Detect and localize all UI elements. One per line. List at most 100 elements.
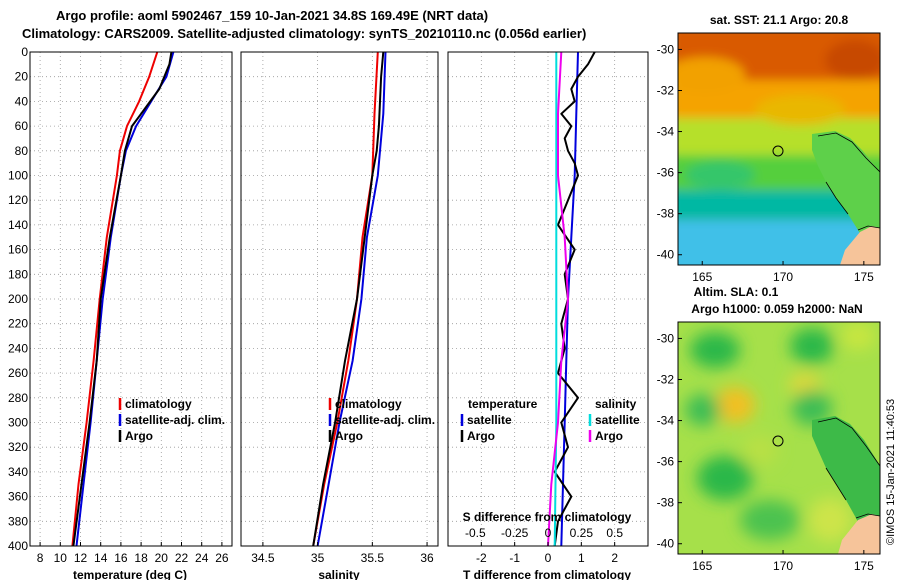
series-climatology-line: [71, 52, 159, 546]
temperature-legend: climatology satellite-adj. clim. Argo: [118, 397, 225, 443]
y-tick-label: 140: [8, 218, 28, 232]
y-tick-label: 80: [15, 144, 29, 158]
s-diff-tick-label: -0.25: [501, 526, 529, 540]
t-diff-xlabel: T difference from climatology: [463, 568, 631, 580]
legend-s-argo-label: Argo: [595, 429, 623, 443]
y-tick-label: 380: [8, 514, 28, 528]
map-x-tick-label: 165: [692, 270, 712, 284]
map-y-tick-label: -40: [657, 248, 675, 262]
y-tick-label: 360: [8, 490, 28, 504]
title-line1: Argo profile: aoml 5902467_159 10-Jan-20…: [56, 8, 488, 23]
map-y-tick-label: -30: [657, 42, 675, 56]
sla-map: Altim. SLA: 0.1 Argo h1000: 0.059 h2000:…: [657, 285, 881, 573]
x-tick-label: 35.5: [361, 551, 385, 565]
sst-field: [678, 33, 880, 265]
sst-float-marker: [772, 145, 784, 157]
x-tick-label: 16: [114, 551, 128, 565]
difference-legend: temperature satellite Argo salinity sate…: [460, 397, 640, 443]
series-argo-line: [72, 52, 173, 546]
x-tick-label: 36: [420, 551, 434, 565]
sla-map-subtitle: Argo h1000: 0.059 h2000: NaN: [691, 302, 862, 316]
legend-t-argo-label: Argo: [467, 429, 495, 443]
map-x-tick-label: 170: [773, 270, 793, 284]
series-t-satellite-line: [560, 52, 579, 546]
sst-map-title: sat. SST: 21.1 Argo: 20.8: [710, 13, 849, 27]
temperature-xlabel: temperature (deg C): [73, 568, 187, 580]
series-t-argo-line: [553, 52, 596, 546]
y-tick-label: 340: [8, 465, 28, 479]
x-tick-label: 20: [155, 551, 169, 565]
map-y-tick-label: -30: [657, 331, 675, 345]
x-tick-label: -2: [476, 551, 487, 565]
salinity-xlabel: salinity: [318, 568, 360, 580]
map-y-tick-label: -34: [657, 414, 675, 428]
map-x-tick-label: 175: [854, 270, 874, 284]
s-diff-tick-label: 0.5: [606, 526, 623, 540]
y-tick-label: 0: [21, 45, 28, 59]
map-x-tick-label: 165: [692, 559, 712, 573]
x-tick-label: 34.5: [251, 551, 275, 565]
temperature-panel: 0 20 40 60 80 100 120 140 160 180 200 220 240 260 280 3…: [8, 45, 233, 580]
y-tick-label: 320: [8, 440, 28, 454]
y-tick-label: 60: [15, 119, 29, 133]
salinity-legend: climatology satellite-adj. clim. Argo: [328, 397, 435, 443]
y-tick-label: 300: [8, 416, 28, 430]
legend-satellite-label: satellite-adj. clim.: [335, 413, 435, 427]
x-tick-label: 22: [175, 551, 189, 565]
s-diff-tick-label: 0: [545, 526, 552, 540]
s-diff-tick-label: -0.5: [465, 526, 486, 540]
sst-map-frame: [677, 32, 881, 266]
y-tick-label: 240: [8, 341, 28, 355]
series-s-satellite-line: [553, 52, 558, 546]
salinity-panel: 34.5 35 35.5 36 salinity climatology satell…: [240, 51, 439, 580]
x-tick-label: 35: [311, 551, 325, 565]
temperature-panel-frame: [29, 51, 233, 547]
y-tick-label: 160: [8, 243, 28, 257]
sla-map-frame: [677, 321, 881, 555]
y-tick-label: 120: [8, 193, 28, 207]
legend-argo-label: Argo: [125, 429, 153, 443]
series-s-argo-line: [547, 52, 569, 546]
s-diff-label: S difference from climatology: [463, 510, 632, 524]
land-south-island: [840, 226, 880, 265]
x-tick-label: 14: [94, 551, 108, 565]
imos-watermark: ©IMOS 15-Jan-2021 11:40:53: [885, 399, 897, 545]
sla-float-marker: [772, 435, 784, 447]
x-tick-label: 24: [195, 551, 209, 565]
map-x-tick-label: 175: [854, 559, 874, 573]
legend-salinity-title: salinity: [595, 397, 637, 411]
y-tick-label: 20: [15, 70, 29, 84]
y-tick-label: 400: [8, 539, 28, 553]
map-x-tick-label: 170: [773, 559, 793, 573]
map-y-tick-label: -32: [657, 372, 675, 386]
x-tick-label: 12: [74, 551, 88, 565]
y-tick-label: 200: [8, 292, 28, 306]
x-tick-label: 18: [134, 551, 148, 565]
x-tick-label: 2: [611, 551, 618, 565]
x-tick-label: 1: [578, 551, 585, 565]
map-y-tick-label: -36: [657, 455, 675, 469]
x-tick-label: 26: [215, 551, 229, 565]
y-tick-label: 220: [8, 317, 28, 331]
y-tick-label: 100: [8, 169, 28, 183]
s-diff-tick-label: 0.25: [570, 526, 594, 540]
y-tick-label: 180: [8, 267, 28, 281]
map-y-tick-label: -34: [657, 125, 675, 139]
legend-climatology-label: climatology: [335, 397, 402, 411]
y-tick-label: 280: [8, 391, 28, 405]
title-line2: Climatology: CARS2009. Satellite-adjuste…: [22, 26, 586, 41]
series-argo-line: [312, 52, 385, 546]
legend-satellite-label: satellite-adj. clim.: [125, 413, 225, 427]
x-tick-label: 0: [545, 551, 552, 565]
salinity-panel-frame: [240, 51, 439, 547]
legend-temperature-title: temperature: [468, 397, 538, 411]
map-y-tick-label: -40: [657, 537, 675, 551]
map-y-tick-label: -32: [657, 83, 675, 97]
map-y-tick-label: -38: [657, 207, 675, 221]
legend-t-satellite-label: satellite: [467, 413, 512, 427]
sla-map-title: Altim. SLA: 0.1: [694, 285, 779, 299]
legend-s-satellite-label: satellite: [595, 413, 640, 427]
series-satellite-adj-clim--line: [316, 52, 387, 546]
sla-field: [685, 322, 876, 542]
